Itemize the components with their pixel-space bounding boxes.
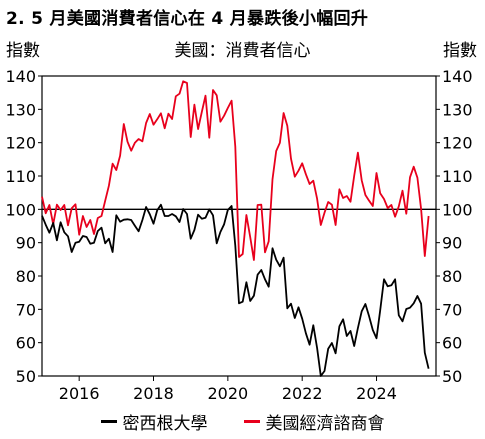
right-y-tick-label: 120: [442, 134, 473, 153]
right-y-tick-label: 110: [442, 167, 473, 186]
right-y-tick-label: 80: [442, 267, 462, 286]
x-tick-label: 2016: [59, 384, 100, 403]
x-tick-label: 2024: [356, 384, 397, 403]
right-y-tick-label: 70: [442, 300, 462, 319]
series-line-conference-board: [41, 80, 430, 261]
left-y-tick-label: 90: [16, 234, 36, 253]
left-y-tick-label: 60: [16, 334, 36, 353]
left-y-tick-label: 80: [16, 267, 36, 286]
left-y-tick-label: 70: [16, 300, 36, 319]
x-tick-label: 2022: [282, 384, 323, 403]
right-y-tick-label: 140: [442, 67, 473, 86]
legend-label-conference-board: 美國經濟諮商會: [265, 414, 385, 434]
left-y-tick-label: 140: [5, 67, 36, 86]
legend-item-michigan: 密西根大學: [100, 409, 208, 434]
x-tick-label: 2020: [207, 384, 248, 403]
legend: 密西根大學 美國經濟諮商會: [0, 409, 485, 434]
right-y-tick-label: 90: [442, 234, 462, 253]
right-axis-unit: 指數: [443, 41, 477, 61]
x-tick-label: 2018: [133, 384, 174, 403]
legend-item-conference-board: 美國經濟諮商會: [243, 409, 385, 434]
chart-subtitle: 美國：消費者信心: [174, 41, 311, 61]
series-line-michigan: [41, 203, 430, 377]
legend-swatch-michigan: [100, 420, 117, 423]
left-y-tick-label: 120: [5, 134, 36, 153]
left-y-tick-label: 100: [5, 200, 36, 219]
left-y-tick-label: 50: [16, 367, 36, 386]
legend-label-michigan: 密西根大學: [122, 414, 208, 434]
right-y-tick-label: 60: [442, 334, 462, 353]
right-y-tick-label: 100: [442, 200, 473, 219]
right-y-tick-label: 50: [442, 367, 462, 386]
left-axis-unit: 指數: [6, 41, 40, 61]
left-y-tick-label: 110: [5, 167, 36, 186]
right-y-tick-label: 130: [442, 100, 473, 119]
chart-title: 2. 5 月美國消費者信心在 4 月暴跌後小幅回升: [6, 9, 369, 29]
left-y-tick-label: 130: [5, 100, 36, 119]
plot-frame: [41, 75, 437, 377]
legend-swatch-conference-board: [243, 420, 260, 423]
